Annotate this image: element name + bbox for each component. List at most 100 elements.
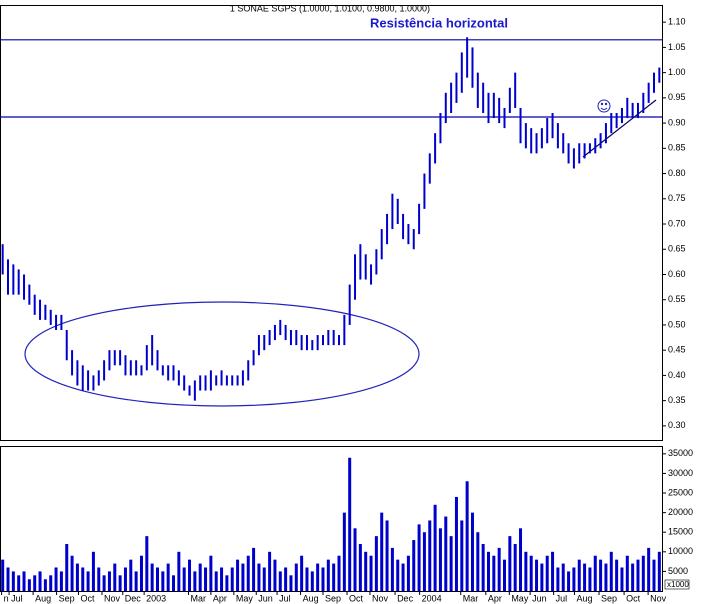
- volume-bar: [513, 543, 517, 591]
- volume-bar: [396, 559, 400, 591]
- y-tick-label: 1.05: [668, 42, 686, 52]
- y-tick-label: 1.10: [668, 17, 686, 27]
- volume-bar: [49, 575, 53, 591]
- x-tick-label: n: [4, 593, 9, 603]
- volume-bar: [406, 555, 410, 591]
- volume-bar: [604, 563, 608, 591]
- y-tick-label: 10000: [668, 546, 693, 556]
- volume-bar: [65, 543, 69, 591]
- x-tick-label: Jul: [556, 593, 568, 603]
- volume-bar: [358, 543, 362, 591]
- volume-bar: [449, 536, 453, 591]
- y-tick-label: 0.80: [668, 168, 686, 178]
- volume-bar: [657, 551, 661, 591]
- volume-bar: [289, 575, 293, 591]
- x-tick-label: Aug: [576, 593, 592, 603]
- volume-bar: [268, 551, 272, 591]
- y-tick-label: 20000: [668, 507, 693, 517]
- x-tick-label: Oct: [80, 593, 95, 603]
- volume-bar: [113, 563, 117, 591]
- volume-bar: [310, 571, 314, 591]
- volume-bar: [599, 559, 603, 591]
- volume-bar: [257, 563, 261, 591]
- consolidation-ellipse: [24, 301, 420, 407]
- x-tick-label: Sep: [601, 593, 617, 603]
- x-tick-label: Aug: [35, 593, 51, 603]
- y-tick-label: 30000: [668, 468, 693, 478]
- volume-bar: [161, 571, 165, 591]
- volume-bar: [262, 567, 266, 591]
- volume-bar: [486, 551, 490, 591]
- x-tick-label: Jul: [279, 593, 291, 603]
- volume-bar: [305, 567, 309, 591]
- volume-bar: [374, 536, 378, 591]
- volume-bar: [294, 563, 298, 591]
- volume-bar: [81, 567, 85, 591]
- volume-bar: [545, 555, 549, 591]
- volume-bar: [321, 567, 325, 591]
- volume-bar: [11, 571, 15, 591]
- volume-bar: [118, 575, 122, 591]
- x-tick-label: Dec: [125, 593, 142, 603]
- volume-bar: [438, 528, 442, 591]
- volume-bar: [353, 528, 357, 591]
- annotation: Resistência horizontal: [370, 15, 508, 30]
- volume-frame: [0, 446, 663, 592]
- volume-bar: [348, 457, 352, 591]
- x-tick-label: Nov: [372, 593, 389, 603]
- price-frame: [0, 5, 663, 441]
- volume-bar: [273, 559, 277, 591]
- volume-bar: [102, 575, 106, 591]
- y-tick-label: 5000: [668, 566, 688, 576]
- volume-bar: [620, 567, 624, 591]
- volume-bar: [497, 547, 501, 591]
- y-tick-label: 0.60: [668, 269, 686, 279]
- x-tick-label: Sep: [325, 593, 341, 603]
- x-tick-label: Jul: [11, 593, 23, 603]
- volume-bar: [129, 559, 133, 591]
- volume-bar: [524, 551, 528, 591]
- volume-bar: [615, 559, 619, 591]
- volume-bar: [551, 551, 555, 591]
- volume-bar: [33, 575, 37, 591]
- volume-bar: [454, 496, 458, 591]
- volume-bar: [139, 555, 143, 591]
- volume-bar: [316, 563, 320, 591]
- volume-bar: [214, 571, 218, 591]
- volume-bar: [38, 571, 42, 591]
- volume-bar: [91, 551, 95, 591]
- x-tick-label: Nov: [650, 593, 667, 603]
- volume-bar: [652, 559, 656, 591]
- x-tick-label: Dec: [397, 593, 414, 603]
- volume-bar: [332, 563, 336, 591]
- volume-bar: [145, 536, 149, 591]
- volume-bar: [529, 555, 533, 591]
- volume-bar: [284, 567, 288, 591]
- volume-bar: [220, 567, 224, 591]
- volume-bar: [636, 559, 640, 591]
- x-tick-label: Apr: [213, 593, 227, 603]
- volume-bar: [54, 567, 58, 591]
- y-tick-label: 0.70: [668, 218, 686, 228]
- volume-bar: [481, 543, 485, 591]
- volume-bar: [172, 575, 176, 591]
- volume-bar: [476, 532, 480, 591]
- y-tick-label: 0.50: [668, 319, 686, 329]
- volume-bar: [150, 563, 154, 591]
- x-tick-label: Mar: [463, 593, 479, 603]
- volume-bar: [556, 567, 560, 591]
- y-tick-label: 25000: [668, 487, 693, 497]
- volume-bar: [278, 571, 282, 591]
- volume-bar: [209, 555, 213, 591]
- volume-bar: [503, 559, 507, 591]
- volume-bar: [107, 571, 111, 591]
- volume-bar: [567, 571, 571, 591]
- volume-bar: [342, 512, 346, 591]
- volume-unit-label: x1000: [667, 580, 689, 589]
- volume-bar: [230, 567, 234, 591]
- volume-bar: [241, 563, 245, 591]
- volume-bar: [70, 555, 74, 591]
- volume-bar: [326, 559, 330, 591]
